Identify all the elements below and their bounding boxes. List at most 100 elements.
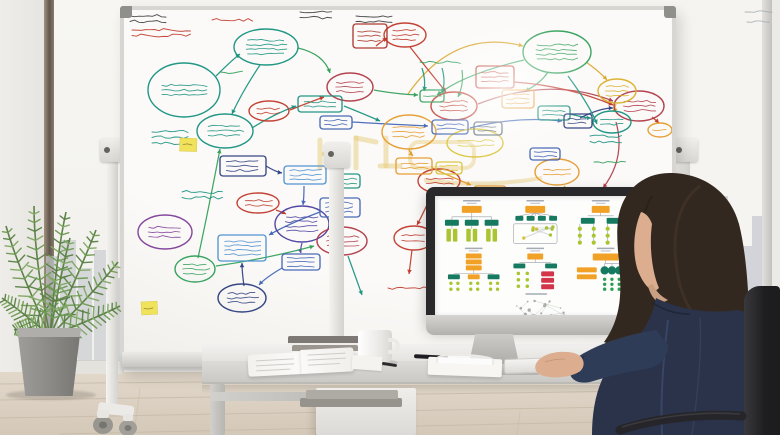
palm-leaflet [0,299,6,304]
notebook-stack [288,336,360,345]
handwriting-squiggle [543,173,572,176]
palm-leaflet [34,235,44,242]
palm-leaflet [36,253,47,261]
palm-leaflet [13,297,17,308]
palm-leaflet [84,254,95,257]
palm-leaflet [107,264,112,272]
handwriting-squiggle [226,296,260,300]
palm-leaflet [54,229,63,236]
palm-leaflet [76,290,83,304]
palm-leaflet [16,321,22,330]
mindmap-node-box [352,23,388,49]
diagram-leaf-dot [516,271,521,276]
mindmap-arrowhead [654,118,659,123]
handwriting-squiggle [245,43,288,47]
palm-leaflet [52,237,61,245]
mindmap-arrowhead [326,68,331,73]
palm-leaflet [75,254,84,264]
palm-leaflet [20,300,24,313]
mindmap-node-ellipse [613,90,665,122]
handwriting-squiggle [336,81,364,84]
handwriting-squiggle [357,39,381,42]
handwriting-squiggle [589,140,622,144]
handwriting-squiggle [543,168,572,171]
palm-leaflet [28,296,45,303]
mindmap-arrowhead [417,220,422,225]
palm-leaflet [27,275,41,281]
caster-fork [97,410,109,418]
mindmap-node-ellipse [196,113,254,149]
diagram-node [580,217,595,224]
window-mullion-left [44,0,54,374]
diagram-leaf-dot [488,281,493,285]
palm-leaflet [64,301,71,317]
palm-leaflet [11,240,19,248]
diagram-circle-node [600,266,609,275]
diagram-connector [535,212,554,217]
diagram-leaf-dot [449,287,453,291]
palm-leaflet [67,242,75,245]
mindmap-arrowhead [603,183,608,188]
palm-leaflet [62,314,66,332]
mindmap-edge [197,148,221,259]
mindmap-node-box [281,253,321,271]
palm-leaflet [87,247,97,250]
diagram-node [541,277,555,283]
diagram-leaf-dot [577,226,582,231]
faint-window-writing [744,10,773,23]
diagram-label [530,250,541,252]
chair-arm-highlight [621,412,741,428]
diagram-leaf-dot [456,287,460,291]
handwriting-squiggle [244,199,273,202]
handwriting-squiggle [289,169,322,172]
palm-leaflet [96,285,108,290]
mindmap-node-ellipse [248,100,290,122]
handwriting-squiggle [336,90,364,93]
mindmap-arrowhead [602,75,607,80]
caster-wheels [93,410,137,435]
diagram-leaf-dot [605,240,610,245]
skyline-building [78,268,92,372]
palm-leaflet [4,245,14,248]
diagram-leaf-dot [591,226,596,231]
palm-leaflet [31,307,37,323]
palm-leaflet [107,311,115,318]
palm-frond-rib [49,237,71,337]
palm-leaflet [92,317,102,326]
plant-pot [17,328,81,396]
palm-leaflet [17,295,33,298]
scatter-link [516,305,526,315]
palm-leaflet [70,295,77,311]
palm-leaflet [7,228,13,234]
diagram-node [487,274,500,280]
handwriting-squiggle [652,128,667,132]
handwriting-squiggle [284,220,318,224]
diagram-connector [530,212,536,217]
palm-leaflet [111,260,116,268]
handwriting-squiggle [303,100,337,104]
palm-leaflet [97,305,100,317]
palm-leaflet [79,248,87,257]
scatter-link [520,301,528,309]
palm-leaflet [52,312,69,319]
diagram-node [465,265,482,271]
palm-leaflet [59,215,66,220]
handwriting-squiggle [324,118,348,122]
palm-leaflet [27,317,33,331]
scatter-dot [526,300,529,303]
palm-leaflet [21,319,27,330]
floor-plank-seam [516,411,521,435]
scatter-dot [548,300,551,303]
mindmap-node-box [217,234,267,262]
woman-blazer-body [592,298,780,435]
palm-leaflet [87,319,98,329]
diagram-link [533,227,551,236]
palm-leaflet [50,245,60,253]
mindmap-node-box [283,165,327,185]
mindmap-node-box [319,115,353,130]
woman-arm-sleeve [569,330,668,383]
palm-leaflet [44,292,57,302]
mug-handle [388,338,400,354]
handwriting-squiggle [284,225,318,228]
handwriting-squiggle [324,123,348,127]
